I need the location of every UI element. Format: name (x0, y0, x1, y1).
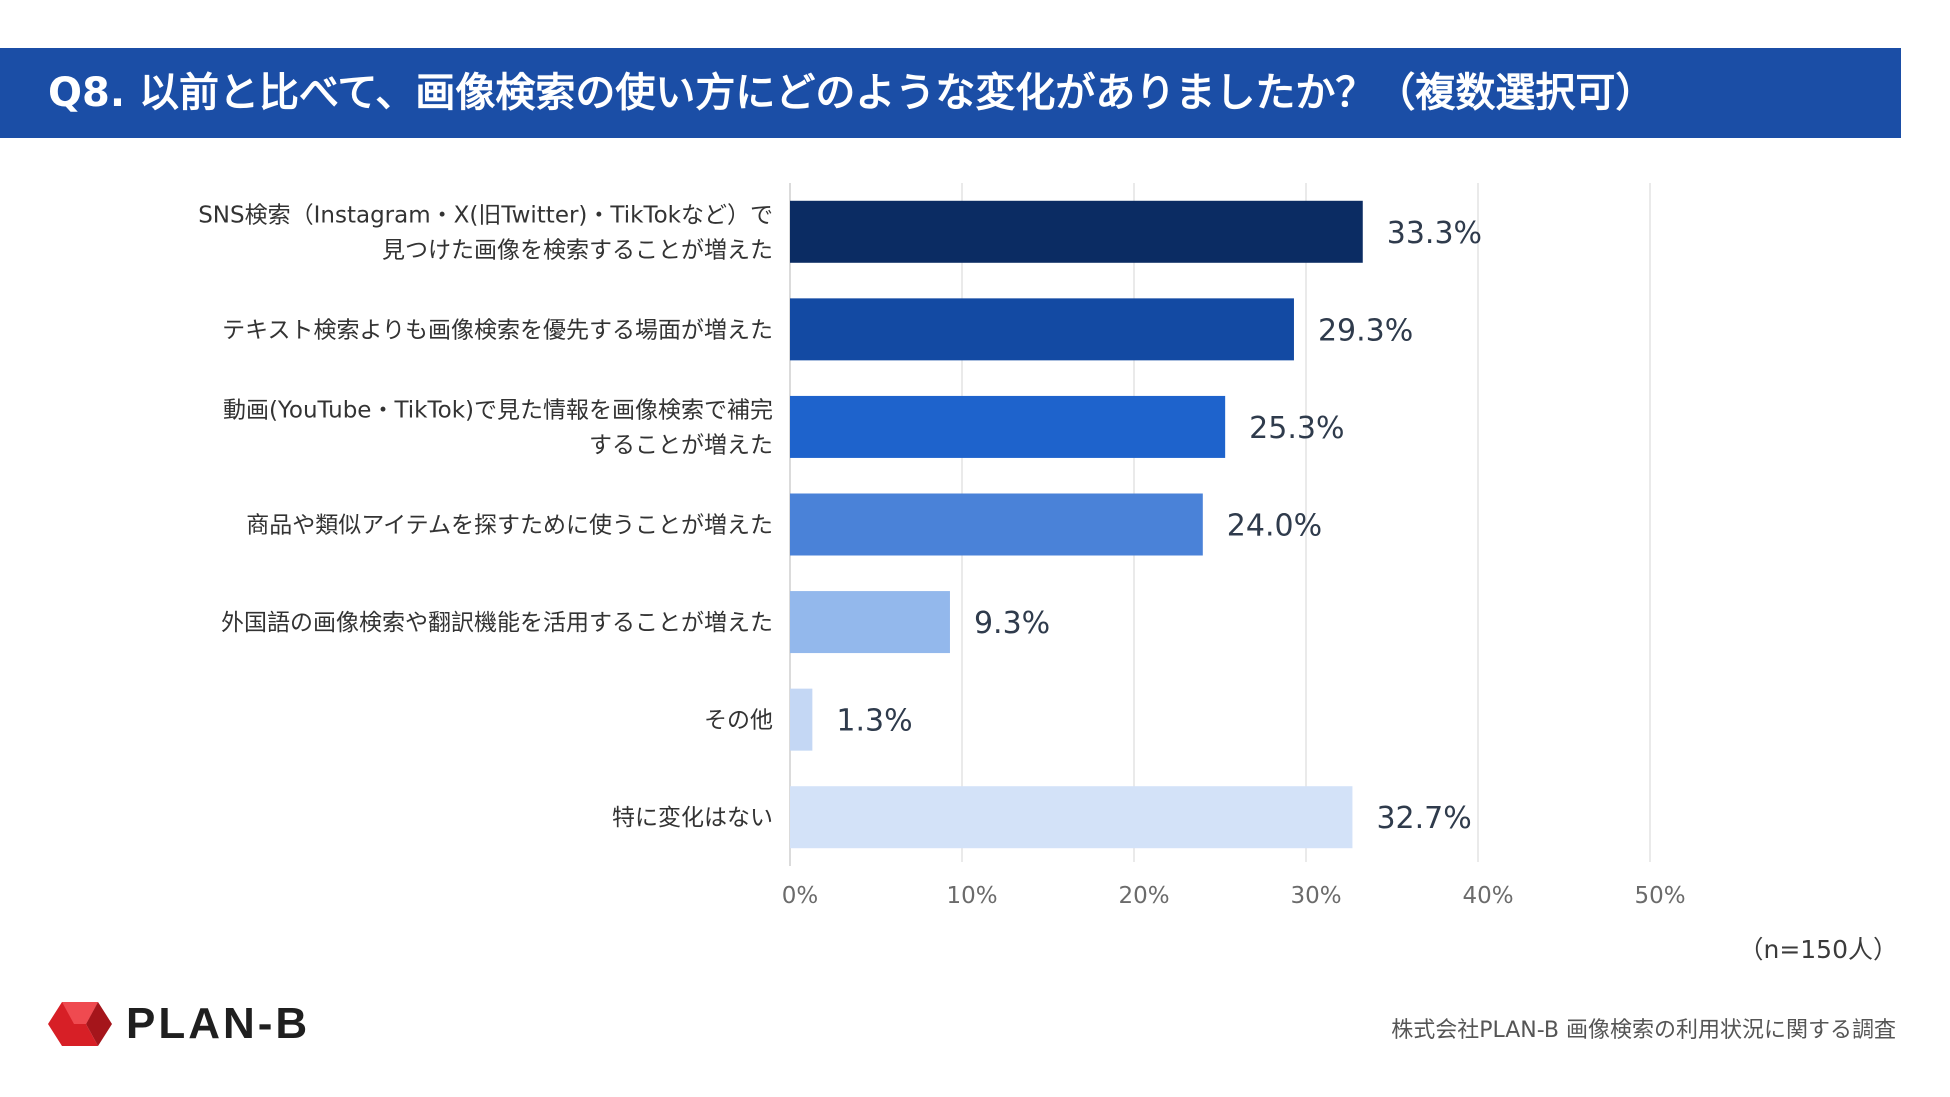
data-label: 32.7% (1376, 801, 1471, 836)
x-tick-label: 10% (946, 883, 997, 909)
data-label: 25.3% (1249, 411, 1344, 446)
logo-text: PLAN-B (126, 999, 311, 1048)
source-credit: 株式会社PLAN-B 画像検索の利用状況に関する調査 (1391, 1018, 1896, 1043)
bar (790, 298, 1294, 361)
bar-chart: 0% 10% 20% 30% 40% 50% 33.3% SNS検索（Instagram・X(… (198, 183, 1686, 909)
bar (790, 395, 1226, 458)
category-label: テキスト検索よりも画像検索を優先する場面が増えた (222, 317, 773, 343)
category-label: 動画(YouTube・TikTok)で見た情報を画像検索で補完 (223, 397, 773, 423)
data-label: 33.3% (1387, 216, 1482, 251)
data-label: 29.3% (1318, 313, 1413, 348)
bar (790, 493, 1203, 556)
x-tick-label: 0% (782, 883, 819, 909)
category-label: することが増えた (589, 432, 773, 458)
bar (790, 200, 1363, 263)
bar (790, 786, 1353, 849)
category-label: 見つけた画像を検索することが増えた (382, 237, 773, 263)
category-label: SNS検索（Instagram・X(旧Twitter)・TikTokなど）で (198, 202, 773, 228)
data-label: 24.0% (1227, 509, 1322, 544)
data-label: 9.3% (974, 606, 1050, 641)
category-label: 特に変化はない (612, 805, 773, 831)
bar (790, 688, 813, 751)
category-label: 商品や類似アイテムを探すために使うことが増えた (246, 513, 773, 539)
logo: PLAN-B (48, 996, 310, 1052)
x-tick-label: 20% (1118, 883, 1169, 909)
x-tick-label: 30% (1290, 883, 1341, 909)
data-label: 1.3% (836, 704, 912, 739)
page-title: Q8. 以前と比べて、画像検索の使い方にどのような変化がありましたか？（複数選択… (0, 48, 1901, 138)
x-tick-label: 40% (1462, 883, 1513, 909)
category-label: 外国語の画像検索や翻訳機能を活用することが増えた (221, 610, 773, 636)
sample-size-note: （n=150人） (1738, 935, 1898, 964)
x-tick-label: 50% (1634, 883, 1685, 909)
plan-b-logo-icon (48, 1002, 112, 1046)
bar (790, 591, 950, 654)
category-label: その他 (704, 708, 773, 734)
